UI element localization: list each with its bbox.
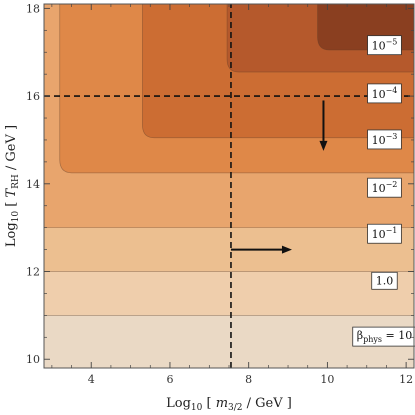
axis-ticks: 4 6 8 10 12 10 12 14 16 18 — [26, 2, 414, 386]
x-tick-label: 6 — [166, 373, 173, 386]
contour-label: 1.0 — [371, 271, 398, 290]
contour-label: βphys = 10 — [352, 326, 415, 347]
contour-label: 10−4 — [367, 83, 402, 104]
contour-label-box — [367, 35, 402, 56]
contour-label-box — [371, 271, 398, 290]
contour-labels: βphys = 10 1.0 10−1 10−2 10−3 10−4 10−5 — [352, 35, 415, 347]
x-tick-label: 8 — [245, 373, 252, 386]
contour-label-box — [367, 83, 402, 104]
contour-label: 10−3 — [367, 129, 402, 150]
contour-label-box — [367, 177, 402, 198]
contour-label: 10−1 — [367, 223, 402, 244]
y-tick-label: 10 — [26, 353, 40, 366]
y-tick-label: 14 — [26, 178, 40, 191]
arrow-head — [281, 245, 292, 254]
contour-bands — [44, 4, 414, 368]
y-tick-label: 16 — [26, 90, 40, 103]
x-tick-label: 4 — [88, 373, 95, 386]
contour-label-box — [367, 223, 402, 244]
overlay-lines — [44, 4, 414, 368]
contour-label-box — [367, 129, 402, 150]
y-axis-label: Log10 [ TRH / GeV ] — [4, 125, 21, 247]
x-tick-label: 10 — [320, 373, 334, 386]
y-tick-label: 18 — [26, 2, 40, 15]
contour-label-box — [352, 326, 415, 347]
contour-label-text: 1.0 — [376, 274, 394, 287]
contour-label: 10−5 — [367, 35, 402, 56]
contour-label: 10−2 — [367, 177, 402, 198]
x-axis-label: Log10 [ m3/2 / GeV ] — [166, 396, 292, 413]
x-tick-label: 12 — [399, 373, 413, 386]
arrow-head — [319, 140, 328, 151]
y-tick-label: 12 — [26, 266, 40, 279]
